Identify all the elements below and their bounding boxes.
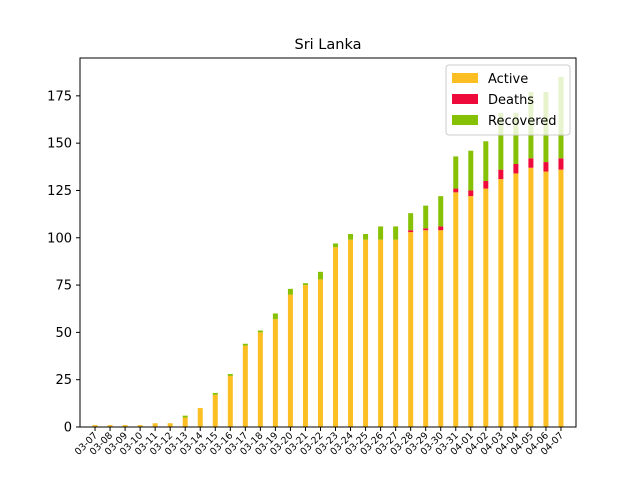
legend-swatch-recovered (452, 115, 478, 125)
bar-active-03-11 (152, 423, 158, 427)
bars-layer (92, 76, 564, 427)
chart-title: Sri Lanka (295, 37, 362, 53)
bar-active-03-14 (197, 408, 203, 427)
bar-active-03-23 (333, 247, 339, 427)
bar-recovered-03-31 (453, 156, 459, 189)
bar-recovered-03-23 (333, 243, 339, 248)
y-axis: 0 25 50 75 100 125 150 175 (47, 89, 80, 436)
bar-deaths-03-29 (423, 228, 429, 231)
bar-recovered-04-03 (498, 112, 504, 170)
bar-deaths-03-30 (438, 226, 444, 231)
bar-recovered-03-16 (227, 374, 233, 376)
bar-active-03-13 (182, 417, 188, 427)
bar-active-03-08 (107, 425, 113, 427)
legend-label-deaths: Deaths (488, 93, 534, 108)
bar-recovered-03-26 (378, 226, 384, 240)
bar-active-03-07 (92, 425, 98, 427)
bar-recovered-03-20 (287, 288, 293, 295)
bar-active-04-03 (498, 179, 504, 427)
y-tick-label-150: 150 (47, 137, 72, 152)
legend-swatch-active (452, 73, 478, 83)
bar-deaths-03-28 (408, 230, 414, 233)
plot-frame (79, 57, 577, 428)
bar-recovered-03-15 (212, 392, 218, 395)
bar-active-03-22 (317, 279, 323, 427)
bar-deaths-04-02 (483, 181, 489, 189)
bar-recovered-03-29 (423, 205, 429, 229)
legend: Active Deaths Recovered (445, 64, 571, 136)
bar-active-03-09 (122, 425, 128, 427)
bar-active-03-28 (408, 232, 414, 427)
bar-active-03-18 (257, 332, 263, 427)
bar-recovered-03-21 (302, 283, 308, 286)
bar-recovered-04-01 (468, 150, 474, 191)
bar-deaths-04-04 (513, 163, 519, 174)
bar-recovered-03-17 (242, 343, 248, 346)
bar-active-03-31 (453, 192, 459, 427)
bar-active-03-12 (167, 423, 173, 427)
y-tick-label-175: 175 (47, 89, 72, 104)
bar-deaths-04-01 (468, 190, 474, 197)
bar-active-03-21 (302, 285, 308, 427)
bar-deaths-03-31 (453, 188, 459, 193)
bar-active-03-16 (227, 375, 233, 427)
bar-active-04-07 (558, 169, 564, 427)
bar-recovered-04-02 (483, 141, 489, 181)
legend-label-recovered: Recovered (488, 114, 557, 129)
bar-recovered-03-30 (438, 196, 444, 227)
bar-deaths-04-03 (498, 169, 504, 180)
bar-active-03-10 (137, 425, 143, 427)
bar-active-04-04 (513, 173, 519, 427)
bar-active-04-01 (468, 196, 474, 427)
bar-active-03-25 (363, 239, 369, 427)
bar-recovered-03-25 (363, 233, 369, 240)
y-tick-label-75: 75 (55, 279, 72, 294)
y-tick-label-50: 50 (55, 326, 72, 341)
bar-deaths-04-06 (543, 162, 549, 172)
bar-active-04-05 (528, 167, 534, 427)
bar-active-03-20 (287, 294, 293, 427)
bar-deaths-04-05 (528, 158, 534, 168)
bar-recovered-03-22 (317, 271, 323, 280)
legend-swatch-deaths (452, 94, 478, 104)
bar-recovered-04-04 (513, 112, 519, 164)
bar-active-03-27 (393, 239, 399, 427)
bar-recovered-03-27 (393, 226, 399, 240)
bar-active-03-30 (438, 230, 444, 427)
bar-active-03-19 (272, 319, 278, 427)
bar-active-03-24 (348, 239, 354, 427)
bar-active-03-17 (242, 345, 248, 427)
y-tick-label-100: 100 (47, 231, 72, 246)
legend-label-active: Active (488, 72, 528, 87)
bar-recovered-03-19 (272, 313, 278, 320)
bar-deaths-04-07 (558, 158, 564, 170)
y-tick-label-125: 125 (47, 184, 72, 199)
bar-recovered-03-24 (348, 233, 354, 240)
bar-active-04-02 (483, 188, 489, 427)
x-axis: 03-0703-0803-0903-1003-1103-1203-1303-14… (73, 427, 566, 458)
bar-active-03-26 (378, 239, 384, 427)
bar-active-04-06 (543, 171, 549, 427)
y-tick-label-0: 0 (64, 421, 72, 436)
bar-recovered-03-28 (408, 213, 414, 231)
bar-recovered-03-18 (257, 330, 263, 333)
y-tick-label-25: 25 (55, 373, 72, 388)
bar-active-03-29 (423, 230, 429, 427)
bar-active-03-15 (212, 394, 218, 427)
bar-recovered-03-13 (182, 415, 188, 418)
